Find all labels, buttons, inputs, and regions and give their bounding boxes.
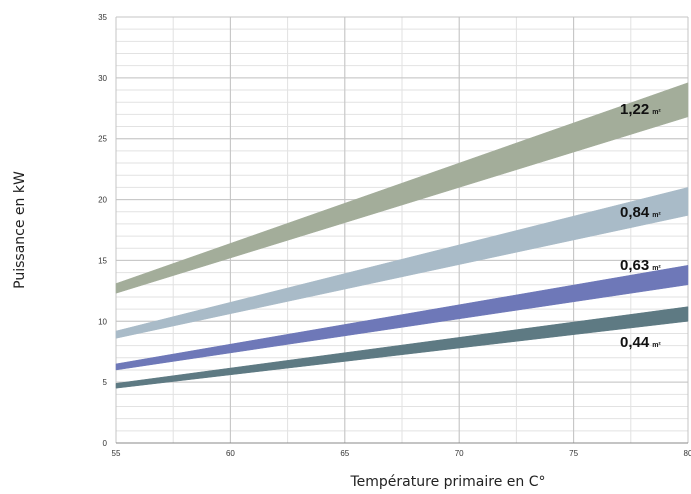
x-tick-label: 60 bbox=[226, 449, 235, 458]
band-0-44 bbox=[115, 306, 689, 389]
band-labels: 1,22 m² 0,84 m² 0,63 m² 0,44 m² bbox=[620, 101, 661, 351]
x-tick-label: 80 bbox=[684, 449, 691, 458]
y-tick-label: 20 bbox=[98, 196, 107, 205]
band-label: 1,22 m² bbox=[620, 101, 661, 118]
band-label: 0,44 m² bbox=[620, 334, 661, 351]
band-1-22 bbox=[115, 82, 689, 294]
y-axis-title: Puissance en kW bbox=[12, 171, 28, 289]
bands bbox=[115, 82, 689, 389]
y-tick-labels: 0 5 10 15 20 25 30 35 bbox=[98, 13, 107, 448]
y-tick-label: 10 bbox=[98, 317, 107, 326]
x-axis-title: Température primaire en C° bbox=[350, 474, 546, 490]
x-tick-label: 55 bbox=[112, 449, 121, 458]
band-label: 0,63 m² bbox=[620, 257, 661, 274]
y-tick-label: 0 bbox=[103, 439, 108, 448]
y-tick-label: 5 bbox=[103, 378, 108, 387]
band-0-84 bbox=[115, 187, 689, 339]
y-tick-label: 15 bbox=[98, 256, 107, 265]
x-tick-labels: 55 60 65 70 75 80 bbox=[112, 449, 691, 458]
band-label: 0,84 m² bbox=[620, 204, 661, 221]
y-tick-label: 30 bbox=[98, 74, 107, 83]
x-tick-label: 75 bbox=[569, 449, 578, 458]
x-tick-label: 65 bbox=[340, 449, 349, 458]
band-0-63 bbox=[115, 265, 689, 371]
x-tick-label: 70 bbox=[455, 449, 464, 458]
y-tick-label: 25 bbox=[98, 135, 107, 144]
y-tick-label: 35 bbox=[98, 13, 107, 22]
